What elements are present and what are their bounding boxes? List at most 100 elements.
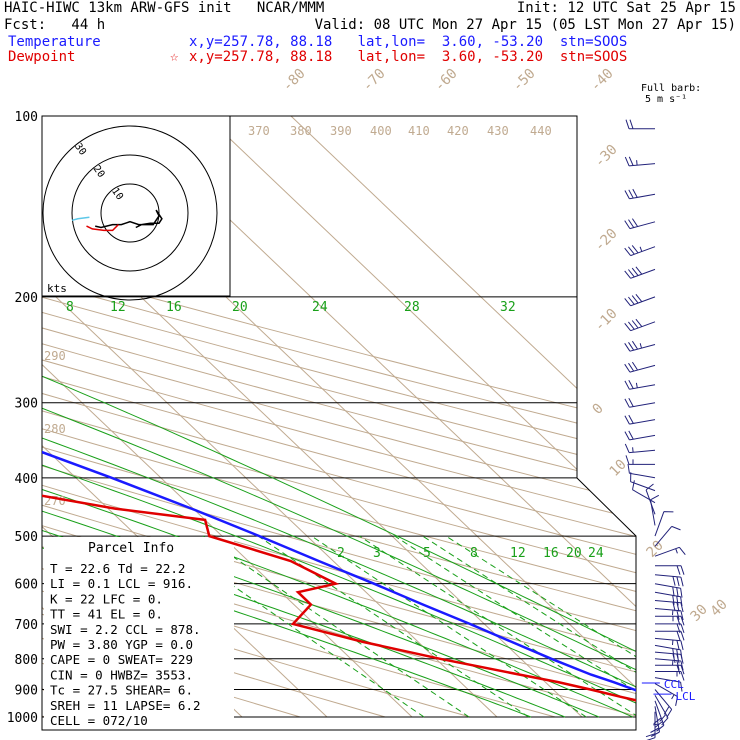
theta-label: 390	[330, 124, 352, 138]
hodograph-trace	[71, 216, 90, 222]
isotherm-label: 40	[708, 597, 731, 620]
dry-adiabat-line	[42, 116, 636, 718]
mixing-ratio-label: 16	[166, 300, 182, 315]
isotherm-label: -40	[588, 66, 617, 95]
pressure-tick-label: 200	[15, 291, 38, 306]
mixing-ratio-label: 20	[566, 546, 582, 561]
wind-barb	[655, 565, 685, 575]
wind-barb	[654, 658, 684, 671]
isotherm-label: -20	[592, 226, 621, 255]
mixing-ratio-label: 5	[423, 546, 431, 561]
wind-barb	[655, 615, 685, 626]
wind-barb	[624, 340, 656, 352]
wind-barb	[645, 711, 656, 740]
isotherm-label: -10	[592, 306, 621, 335]
parcel-info-row: K = 22 LFC = 0.	[50, 591, 163, 606]
wind-barb	[632, 480, 656, 504]
mixing-ratio-label: 28	[404, 300, 420, 315]
hodograph-ring	[100, 183, 160, 243]
mixing-ratio-line	[359, 535, 636, 718]
wind-barb	[654, 525, 681, 547]
moist-adiabat-line	[42, 221, 636, 718]
mixing-ratio-line	[257, 535, 529, 718]
dewpoint-marker-icon: ☆	[170, 49, 179, 65]
wind-barb	[654, 651, 684, 664]
parcel-info-row: Tc = 27.5 SHEAR= 6.	[50, 683, 193, 698]
mixing-ratio-label: 8	[66, 300, 74, 315]
wind-barb	[655, 671, 685, 681]
valid-time: Valid: 08 UTC Mon 27 Apr 15 (05 LST Mon …	[314, 17, 736, 33]
pressure-tick-label: 500	[15, 530, 38, 545]
isotherm-line	[290, 116, 636, 718]
mixing-ratio-label: 12	[110, 300, 126, 315]
isotherm-line	[42, 116, 413, 718]
barb-legend-title: Full barb:	[641, 83, 702, 94]
dry-adiabat-line	[42, 116, 636, 718]
parcel-info-row: CAPE = 0 SWEAT= 229	[50, 652, 193, 667]
wind-barb	[654, 637, 684, 651]
moist-adiabat-line	[42, 221, 636, 718]
dry-adiabat-line	[42, 116, 386, 718]
wind-barb	[624, 245, 656, 257]
theta-label: 440	[530, 124, 552, 138]
barb-legend-unit: 5 m s⁻¹	[645, 94, 688, 105]
wind-barb	[624, 361, 656, 373]
init-time: Init: 12 UTC Sat 25 Apr 15	[516, 0, 736, 16]
parcel-info-row: CIN = 0 HWBZ= 3553.	[50, 667, 193, 682]
wind-barb	[655, 664, 685, 675]
forecast-hour: Fcst: 44 h	[4, 17, 106, 33]
dewpoint-location-info: x,y=257.78, 88.18 lat,lon= 3.60, -53.20 …	[189, 49, 628, 65]
hodograph-ring	[42, 125, 218, 301]
parcel-info-row: SREH = 11 LAPSE= 6.2	[50, 698, 201, 713]
mixing-ratio-line	[445, 535, 636, 718]
parcel-info-row: TT = 41 EL = 0.	[50, 607, 163, 622]
moist-adiabat-line	[42, 221, 634, 718]
wind-barb	[624, 430, 656, 441]
mixing-ratio-label: 3	[373, 546, 381, 561]
wind-barb	[624, 397, 656, 408]
dry-adiabat-line	[42, 116, 556, 718]
wind-barb	[624, 379, 656, 390]
temperature-legend-label: Temperature	[8, 34, 101, 50]
pressure-tick-label: 300	[15, 397, 38, 412]
mixing-ratio-line	[311, 535, 587, 718]
wind-barb	[624, 156, 656, 167]
dry-adiabat-line	[42, 116, 636, 718]
dry-adiabat-line	[42, 116, 636, 718]
pressure-tick-label: 600	[15, 578, 38, 593]
wind-barb	[654, 683, 678, 707]
wind-barb	[654, 546, 686, 557]
wind-barb	[624, 188, 656, 200]
wind-barb	[624, 266, 656, 279]
dry-adiabat-line	[42, 116, 636, 718]
temperature-trace	[42, 116, 636, 719]
wind-barb	[627, 463, 656, 479]
hodograph-panel	[41, 115, 231, 297]
dry-adiabat-line	[42, 116, 636, 718]
moist-adiabat-line	[42, 221, 636, 718]
hodograph-ring	[71, 154, 189, 272]
mixing-ratio-label: 20	[232, 300, 248, 315]
wind-barb	[624, 414, 656, 425]
parcel-info-row: T = 22.6 Td = 22.2	[50, 561, 185, 576]
wind-barb	[650, 706, 660, 737]
hodograph-trace	[86, 224, 119, 232]
theta-label: 410	[408, 124, 430, 138]
wind-barb	[654, 644, 683, 660]
dry-adiabat-line	[42, 116, 636, 718]
parcel-info-row: LI = 0.1 LCL = 916.	[50, 576, 193, 591]
mixing-ratio-label: 2	[337, 546, 345, 561]
wind-barb	[654, 608, 684, 621]
wind-barb	[654, 511, 674, 537]
parcel-info-row: CELL = 072/10	[50, 713, 148, 728]
isotherm-label: -50	[510, 66, 539, 95]
wind-barb	[655, 623, 685, 634]
isotherm-label: 30	[688, 602, 711, 625]
isotherm-line	[205, 116, 636, 718]
hodograph-trace	[95, 209, 163, 229]
theta-label: 400	[370, 124, 392, 138]
lcl-label: LCL	[675, 690, 695, 703]
theta-label: 280	[44, 422, 66, 436]
parcel-info-row: SWI = 2.2 CCL = 878.	[50, 622, 201, 637]
wind-barb	[654, 694, 669, 726]
